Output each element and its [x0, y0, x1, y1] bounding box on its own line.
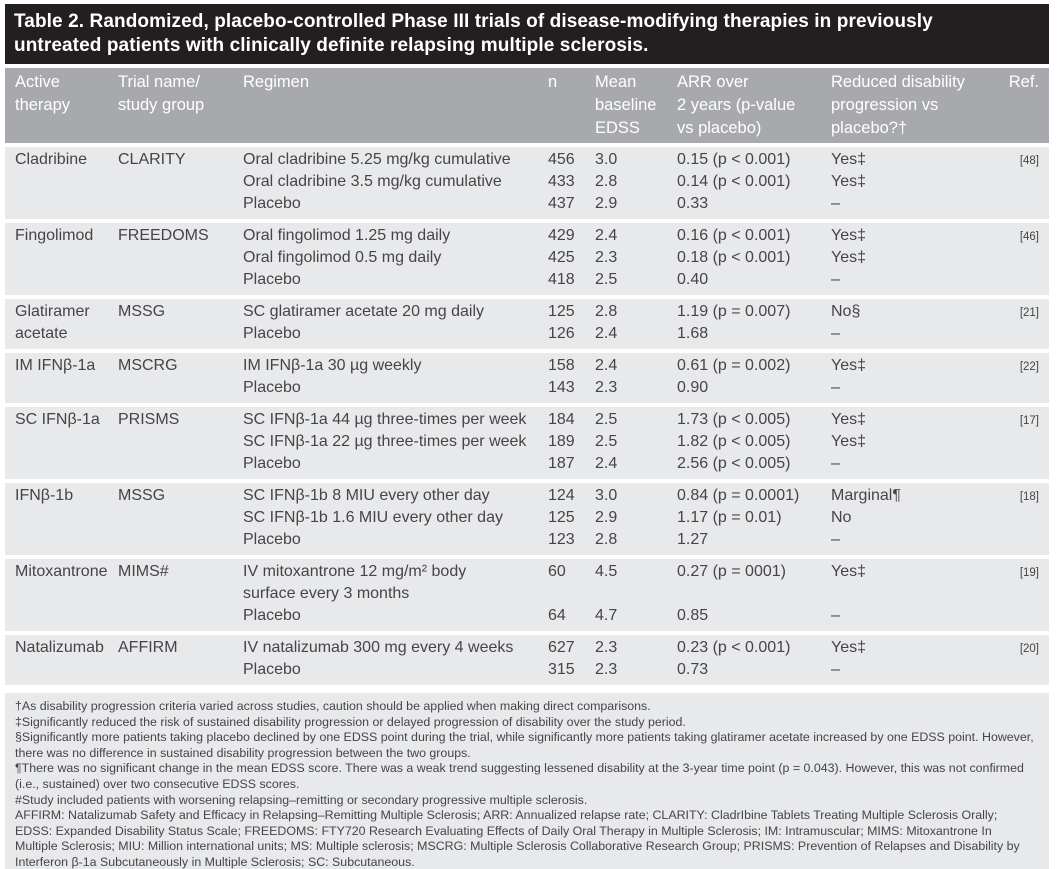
cell-ref: [46]	[1007, 223, 1049, 295]
footnotes-block: †As disability progression criteria vari…	[5, 693, 1049, 869]
cell-n: 125 126	[548, 299, 595, 349]
table-row: Glatiramer acetate MSSG SC glatiramer ac…	[5, 299, 1049, 349]
cell-n: 456 433 437	[548, 147, 595, 219]
cell-trial-name: AFFIRM	[118, 635, 243, 685]
cell-reduced-disability: Yes‡ Yes‡ –	[831, 147, 1007, 219]
cell-reduced-disability: Yes‡ –	[831, 635, 1007, 685]
cell-regimen: IV mitoxantrone 12 mg/m² body surface ev…	[243, 559, 548, 631]
cell-active-therapy: Glatiramer acetate	[5, 299, 118, 349]
table-row: Natalizumab AFFIRM IV natalizumab 300 mg…	[5, 635, 1049, 685]
footnote: #Study included patients with worsening …	[15, 792, 588, 807]
cell-arr: 0.23 (p < 0.001) 0.73	[677, 635, 831, 685]
cell-n: 158 143	[548, 353, 595, 403]
cell-ref: [22]	[1007, 353, 1049, 403]
cell-regimen: Oral fingolimod 1.25 mg daily Oral fingo…	[243, 223, 548, 295]
cell-arr: 0.84 (p = 0.0001) 1.17 (p = 0.01) 1.27	[677, 483, 831, 555]
cell-reduced-disability: Marginal¶ No –	[831, 483, 1007, 555]
cell-active-therapy: IM IFNβ-1a	[5, 353, 118, 403]
cell-n: 184 189 187	[548, 407, 595, 479]
cell-active-therapy: Cladribine	[5, 147, 118, 219]
cell-ref: [21]	[1007, 299, 1049, 349]
column-header-active-therapy: Active therapy	[5, 68, 118, 143]
cell-reduced-disability: Yes‡ Yes‡ –	[831, 223, 1007, 295]
cell-arr: 0.27 (p = 0001) 0.85	[677, 559, 831, 631]
cell-trial-name: FREEDOMS	[118, 223, 243, 295]
column-header-reduced-disability: Reduced disability progression vs placeb…	[831, 68, 1007, 143]
table-title: Table 2. Randomized, placebo-controlled …	[5, 4, 1049, 64]
cell-arr: 0.16 (p < 0.001) 0.18 (p < 0.001) 0.40	[677, 223, 831, 295]
cell-ref: [48]	[1007, 147, 1049, 219]
table-body: Cladribine CLARITY Oral cladribine 5.25 …	[5, 147, 1049, 685]
footnote: †As disability progression criteria vari…	[15, 699, 651, 713]
footnote: AFFIRM: Natalizumab Safety and Efficacy …	[15, 808, 1020, 869]
cell-n: 60 64	[548, 559, 595, 631]
cell-mean-baseline-edss: 2.4 2.3	[595, 353, 677, 403]
cell-mean-baseline-edss: 2.8 2.4	[595, 299, 677, 349]
column-header-arr: ARR over 2 years (p-value vs placebo)	[677, 68, 831, 143]
cell-arr: 1.73 (p < 0.005) 1.82 (p < 0.005) 2.56 (…	[677, 407, 831, 479]
cell-n: 627 315	[548, 635, 595, 685]
column-header-n: n	[548, 68, 595, 143]
header-row: Active therapy Trial name/ study group R…	[5, 68, 1049, 143]
cell-ref: [17]	[1007, 407, 1049, 479]
cell-regimen: IV natalizumab 300 mg every 4 weeks Plac…	[243, 635, 548, 685]
cell-trial-name: PRISMS	[118, 407, 243, 479]
cell-arr: 0.15 (p < 0.001) 0.14 (p < 0.001) 0.33	[677, 147, 831, 219]
cell-trial-name: MSSG	[118, 483, 243, 555]
cell-regimen: IM IFNβ-1a 30 µg weekly Placebo	[243, 353, 548, 403]
cell-mean-baseline-edss: 2.5 2.5 2.4	[595, 407, 677, 479]
column-header-trial-name: Trial name/ study group	[118, 68, 243, 143]
cell-active-therapy: IFNβ-1b	[5, 483, 118, 555]
cell-reduced-disability: Yes‡ Yes‡ –	[831, 407, 1007, 479]
cell-mean-baseline-edss: 3.0 2.8 2.9	[595, 147, 677, 219]
cell-reduced-disability: Yes‡ –	[831, 559, 1007, 631]
cell-ref: [20]	[1007, 635, 1049, 685]
table-row: SC IFNβ-1a PRISMS SC IFNβ-1a 44 µg three…	[5, 407, 1049, 479]
trials-table: Active therapy Trial name/ study group R…	[5, 64, 1049, 689]
column-header-ref: Ref.	[1007, 68, 1049, 143]
cell-ref: [19]	[1007, 559, 1049, 631]
cell-regimen: Oral cladribine 5.25 mg/kg cumulative Or…	[243, 147, 548, 219]
cell-regimen: SC IFNβ-1a 44 µg three-times per week SC…	[243, 407, 548, 479]
cell-reduced-disability: No§ –	[831, 299, 1007, 349]
footnote: ‡Significantly reduced the risk of susta…	[15, 714, 686, 729]
column-header-mean-baseline-edss: Mean baseline EDSS	[595, 68, 677, 143]
cell-reduced-disability: Yes‡ –	[831, 353, 1007, 403]
cell-mean-baseline-edss: 4.5 4.7	[595, 559, 677, 631]
column-header-regimen: Regimen	[243, 68, 548, 143]
cell-arr: 0.61 (p = 0.002) 0.90	[677, 353, 831, 403]
cell-trial-name: MSSG	[118, 299, 243, 349]
cell-arr: 1.19 (p = 0.007) 1.68	[677, 299, 831, 349]
table-row: IM IFNβ-1a MSCRG IM IFNβ-1a 30 µg weekly…	[5, 353, 1049, 403]
table-header: Active therapy Trial name/ study group R…	[5, 68, 1049, 143]
cell-regimen: SC IFNβ-1b 8 MIU every other day SC IFNβ…	[243, 483, 548, 555]
cell-mean-baseline-edss: 2.4 2.3 2.5	[595, 223, 677, 295]
cell-ref: [18]	[1007, 483, 1049, 555]
cell-regimen: SC glatiramer acetate 20 mg daily Placeb…	[243, 299, 548, 349]
cell-active-therapy: Fingolimod	[5, 223, 118, 295]
table-row: IFNβ-1b MSSG SC IFNβ-1b 8 MIU every othe…	[5, 483, 1049, 555]
cell-trial-name: CLARITY	[118, 147, 243, 219]
cell-n: 429 425 418	[548, 223, 595, 295]
cell-mean-baseline-edss: 3.0 2.9 2.8	[595, 483, 677, 555]
table-row: Mitoxantrone MIMS# IV mitoxantrone 12 mg…	[5, 559, 1049, 631]
cell-mean-baseline-edss: 2.3 2.3	[595, 635, 677, 685]
cell-trial-name: MIMS#	[118, 559, 243, 631]
footnote: ¶There was no significant change in the …	[15, 761, 1024, 791]
cell-active-therapy: Mitoxantrone	[5, 559, 118, 631]
footnote: §Significantly more patients taking plac…	[15, 730, 1034, 760]
cell-trial-name: MSCRG	[118, 353, 243, 403]
table-row: Fingolimod FREEDOMS Oral fingolimod 1.25…	[5, 223, 1049, 295]
table-row: Cladribine CLARITY Oral cladribine 5.25 …	[5, 147, 1049, 219]
cell-active-therapy: SC IFNβ-1a	[5, 407, 118, 479]
cell-n: 124 125 123	[548, 483, 595, 555]
cell-active-therapy: Natalizumab	[5, 635, 118, 685]
